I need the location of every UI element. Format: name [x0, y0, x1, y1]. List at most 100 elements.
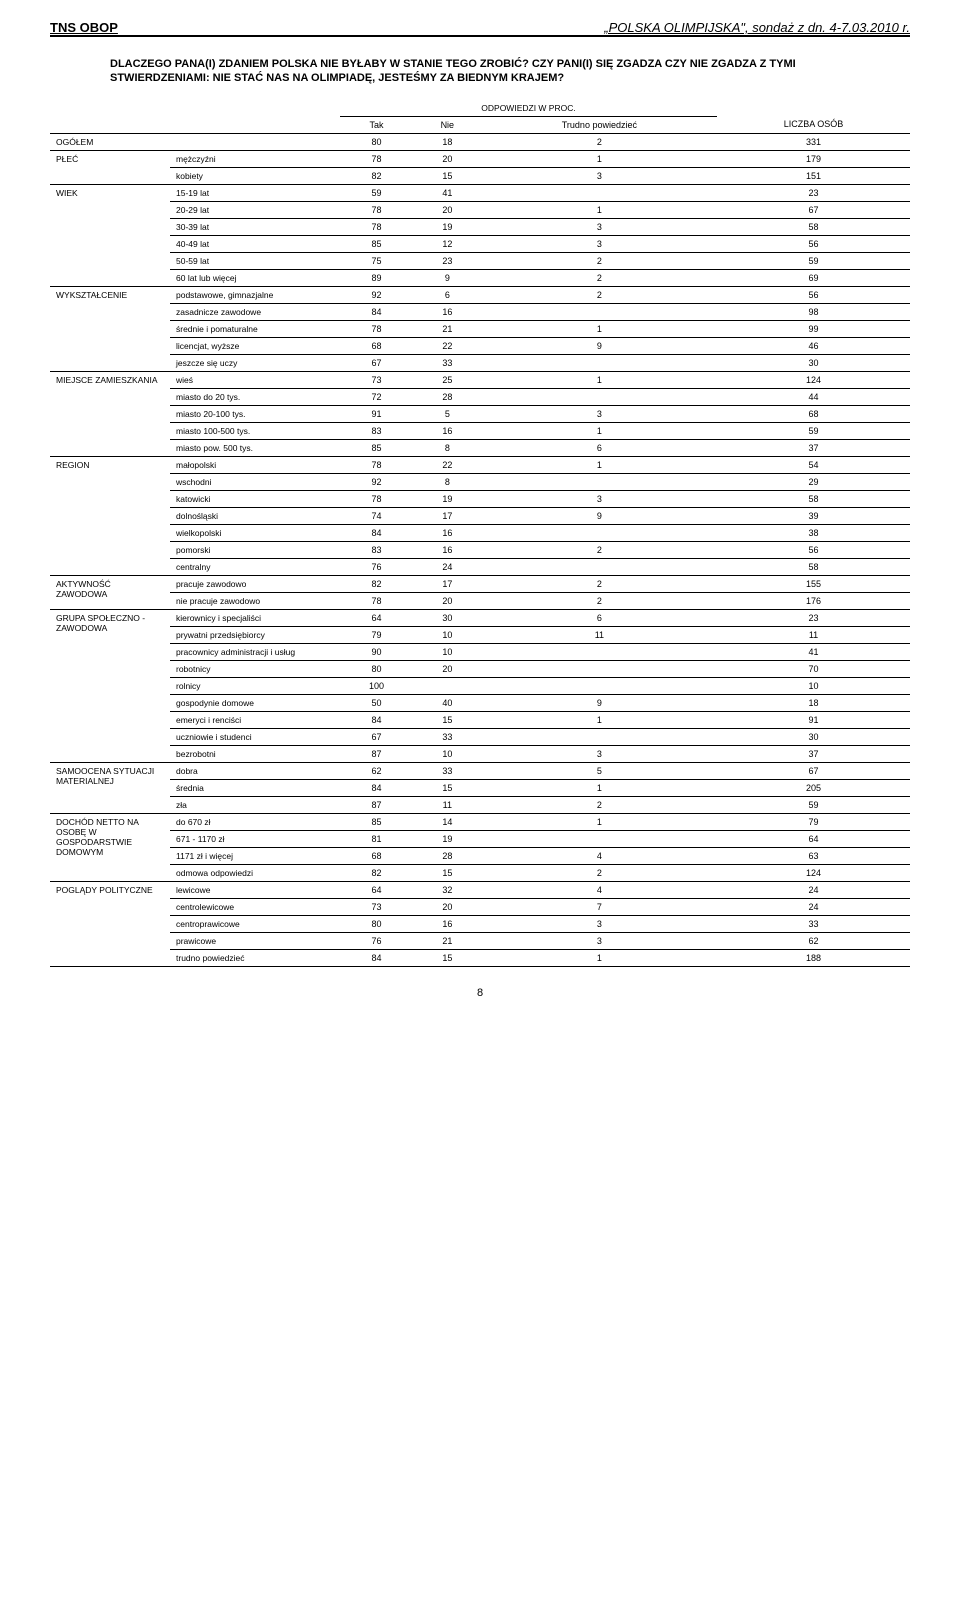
cell-value — [482, 660, 717, 677]
cell-value: 56 — [717, 541, 910, 558]
cell-value: 89 — [340, 269, 413, 286]
head-empty — [50, 100, 170, 117]
cell-value: 64 — [340, 881, 413, 898]
cell-value: 2 — [482, 575, 717, 592]
cell-value: 59 — [717, 252, 910, 269]
cell-value: 99 — [717, 320, 910, 337]
cell-value: 78 — [340, 456, 413, 473]
group-name: DOCHÓD NETTO NA OSOBĘ W GOSPODARSTWIE DO… — [50, 813, 170, 881]
cell-value: 8 — [413, 473, 482, 490]
cell-value: 90 — [340, 643, 413, 660]
row-label: miasto do 20 tys. — [170, 388, 340, 405]
row-label: małopolski — [170, 456, 340, 473]
cell-value: 20 — [413, 201, 482, 218]
cell-value: 20 — [413, 150, 482, 167]
row-label: kierownicy i specjaliści — [170, 609, 340, 626]
row-label: lewicowe — [170, 881, 340, 898]
cell-value: 59 — [717, 796, 910, 813]
cell-value: 20 — [413, 660, 482, 677]
cell-value: 37 — [717, 745, 910, 762]
cell-value: 67 — [340, 354, 413, 371]
row-label: gospodynie domowe — [170, 694, 340, 711]
cell-value: 124 — [717, 864, 910, 881]
group-ogol: OGÓŁEM — [50, 133, 340, 150]
cell-value: 74 — [340, 507, 413, 524]
cell-value: 3 — [482, 235, 717, 252]
cell-value — [482, 643, 717, 660]
cell-value — [482, 473, 717, 490]
cell-value: 2 — [482, 592, 717, 609]
cell-value: 1 — [482, 456, 717, 473]
cell-value: 22 — [413, 456, 482, 473]
cell-value: 11 — [717, 626, 910, 643]
row-label: mężczyźni — [170, 150, 340, 167]
cell-value: 64 — [717, 830, 910, 847]
row-label: katowicki — [170, 490, 340, 507]
cell-value: 25 — [413, 371, 482, 388]
cell-value: 85 — [340, 235, 413, 252]
cell-value: 83 — [340, 422, 413, 439]
cell-value: 59 — [340, 184, 413, 201]
cell-value: 76 — [340, 558, 413, 575]
cell-value: 1 — [482, 150, 717, 167]
cell-value: 19 — [413, 830, 482, 847]
row-label: wieś — [170, 371, 340, 388]
page-header: TNS OBOP „POLSKA OLIMPIJSKA", sondaż z d… — [50, 20, 910, 37]
row-label: nie pracuje zawodowo — [170, 592, 340, 609]
subhead: ODPOWIEDZI W PROC. — [340, 100, 717, 117]
cell-value: 78 — [340, 218, 413, 235]
row-label: prywatni przedsiębiorcy — [170, 626, 340, 643]
group-name: GRUPA SPOŁECZNO - ZAWODOWA — [50, 609, 170, 762]
row-label: średnia — [170, 779, 340, 796]
cell-value: 4 — [482, 881, 717, 898]
cell-value: 84 — [340, 779, 413, 796]
row-label: centroprawicowe — [170, 915, 340, 932]
cell-value: 73 — [340, 371, 413, 388]
cell-value — [482, 388, 717, 405]
cell-value: 28 — [413, 388, 482, 405]
row-label: jeszcze się uczy — [170, 354, 340, 371]
cell-value: 39 — [717, 507, 910, 524]
cell-value — [482, 830, 717, 847]
cell-value: 2 — [482, 541, 717, 558]
cell-value: 3 — [482, 490, 717, 507]
cell-value: 9 — [482, 337, 717, 354]
row-label: 60 lat lub więcej — [170, 269, 340, 286]
cell-value — [482, 354, 717, 371]
cell-value: 28 — [413, 847, 482, 864]
cell-value: 331 — [717, 133, 910, 150]
cell-value: 32 — [413, 881, 482, 898]
cell-value — [482, 303, 717, 320]
head-empty — [170, 116, 340, 133]
cell-value: 16 — [413, 422, 482, 439]
column-header: LICZBA OSÓB — [717, 116, 910, 133]
cell-value: 11 — [413, 796, 482, 813]
cell-value: 18 — [717, 694, 910, 711]
row-label: dolnośląski — [170, 507, 340, 524]
cell-value: 30 — [413, 609, 482, 626]
cell-value: 80 — [340, 660, 413, 677]
cell-value: 9 — [482, 507, 717, 524]
cell-value: 1 — [482, 949, 717, 966]
cell-value: 68 — [340, 847, 413, 864]
cell-value: 14 — [413, 813, 482, 830]
cell-value: 23 — [717, 609, 910, 626]
cell-value: 7 — [482, 898, 717, 915]
cell-value: 91 — [717, 711, 910, 728]
cell-value — [482, 184, 717, 201]
cell-value: 19 — [413, 490, 482, 507]
cell-value: 19 — [413, 218, 482, 235]
column-header: Nie — [413, 116, 482, 133]
cell-value: 87 — [340, 796, 413, 813]
cell-value: 92 — [340, 286, 413, 303]
row-label: odmowa odpowiedzi — [170, 864, 340, 881]
cell-value: 3 — [482, 167, 717, 184]
row-label: centralny — [170, 558, 340, 575]
cell-value: 33 — [413, 354, 482, 371]
cell-value: 40 — [413, 694, 482, 711]
page-number: 8 — [50, 987, 910, 999]
cell-value: 80 — [340, 915, 413, 932]
cell-value: 33 — [413, 728, 482, 745]
cell-value: 1 — [482, 711, 717, 728]
header-right: „POLSKA OLIMPIJSKA", sondaż z dn. 4-7.03… — [604, 20, 910, 35]
